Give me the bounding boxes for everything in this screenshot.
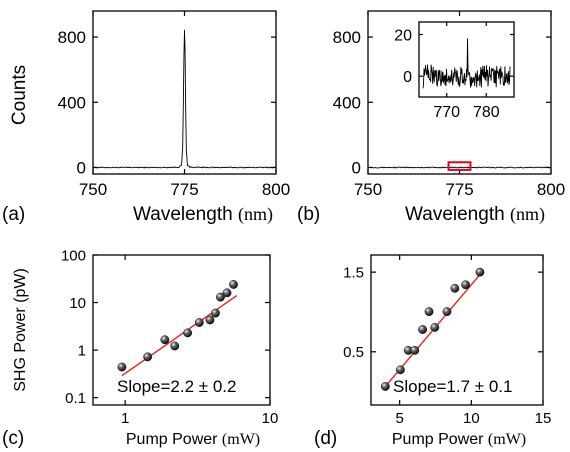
panel-c-data-point	[160, 335, 170, 345]
panel-c-ylabel: SHG Power (pW)	[12, 268, 29, 392]
panel-b-ytick-label: 800	[333, 28, 361, 47]
panel-d-annotation: Slope=1.7 ± 0.1	[393, 377, 512, 396]
panel-d-data-point	[450, 283, 460, 293]
panel-c-data-point	[183, 328, 193, 338]
panel-d-label: (d)	[314, 428, 337, 449]
panel-d-xlabel-unit: (mW)	[488, 431, 526, 448]
panel-c-data-point	[117, 362, 127, 372]
panel-c-annotation: Slope=2.2 ± 0.2	[117, 377, 236, 396]
panel-b-series-line	[367, 166, 552, 169]
panel-d-data-point	[418, 325, 427, 334]
panel-b-ytick-label: 0	[352, 159, 361, 178]
panel-b-inset-frame	[418, 21, 515, 98]
panel-a-xlabel: Wavelength (nm)	[133, 204, 273, 225]
panel-b-inset-plot	[422, 38, 511, 89]
panel-a-ytick-label: 400	[58, 93, 86, 112]
panel-a-xtick-label: 800	[262, 180, 290, 199]
panel-b-inset-ytick-label: 0	[403, 69, 412, 86]
panel-a: 750 775 800 0 400 800 (a) Counts Wavelength (…	[2, 10, 290, 225]
panel-a-label: (a)	[2, 204, 25, 225]
panel-c-xlabel-unit: (mW)	[222, 431, 260, 448]
panel-c-frame	[92, 254, 271, 406]
panel-c-ytick-label: 100	[61, 247, 86, 264]
panel-d-ticks: 5 10 15 0.5 1.5	[343, 255, 551, 427]
panel-d-data-point	[410, 345, 420, 355]
panel-c-data-point	[229, 280, 238, 289]
panel-d-data-point	[442, 307, 452, 317]
panel-c-data-point	[222, 288, 232, 298]
panel-c-xtick-label: 10	[262, 410, 279, 427]
panel-d-plot	[380, 267, 485, 391]
panel-a-series-line	[92, 29, 277, 169]
panel-b-xtick-label: 800	[537, 180, 565, 199]
panel-d-xtick-label: 10	[463, 410, 480, 427]
panel-b-xtick-label: 775	[445, 180, 473, 199]
panel-c-ticks: 1 10 0.1 1 10 100	[61, 247, 278, 427]
panel-b-xlabel-text: Wavelength	[405, 204, 505, 225]
panel-a-ylabel: Counts	[9, 65, 30, 125]
panel-b-inset-xtick-label: 780	[473, 104, 500, 121]
panel-b-ticks: 750 775 800 0 400 800	[333, 11, 565, 199]
panel-b-highlight-box	[447, 161, 472, 171]
panel-a-ytick-label: 800	[58, 28, 86, 47]
panel-c-xlabel: Pump Power (mW)	[126, 431, 260, 448]
panel-b-inset-ytick-label: 20	[394, 27, 412, 44]
panel-b-inset-ticks: 770 780 0 20	[394, 22, 514, 121]
panel-c-data-point	[216, 292, 225, 302]
panel-c-data-point	[211, 308, 220, 318]
panel-c-data-point	[205, 315, 215, 325]
panel-c-ytick-label: 10	[69, 295, 86, 312]
panel-d-ytick-label: 0.5	[343, 344, 364, 361]
panel-b-xtick-label: 750	[354, 180, 382, 199]
panel-c-xtick-label: 1	[121, 410, 129, 427]
panel-c-data-point	[194, 318, 204, 327]
panel-a-xlabel-text: Wavelength	[133, 204, 233, 225]
panel-b-ytick-label: 400	[333, 93, 361, 112]
panel-d-xlabel: Pump Power (mW)	[392, 431, 526, 448]
panel-d-xtick-label: 5	[395, 410, 403, 427]
panel-c-fit-line	[121, 295, 238, 377]
panel-c-label: (c)	[2, 428, 24, 449]
panel-b-inset-series-line	[422, 38, 511, 89]
panel-d-data-point	[395, 365, 405, 375]
panel-d-xtick-label: 15	[535, 410, 552, 427]
panel-d-data-point	[461, 280, 470, 290]
panel-a-ytick-label: 0	[77, 159, 86, 178]
panel-b-xlabel: Wavelength (nm)	[405, 204, 545, 225]
panel-c-ytick-label: 0.1	[65, 390, 86, 407]
panel-b: 750 775 800 0 400 800 770 780 0 20 (b) Wavelengt…	[297, 10, 565, 225]
panel-c-data-point	[170, 341, 180, 351]
panel-a-xtick-label: 775	[170, 180, 198, 199]
panel-d-data-point	[424, 307, 434, 317]
panel-d-data-point	[475, 267, 485, 277]
panel-b-label: (b)	[297, 204, 320, 225]
panel-b-inset-xtick-label: 770	[433, 104, 460, 121]
panel-d-data-point	[380, 382, 390, 391]
panel-d: 5 10 15 0.5 1.5 Slope=1.7 ± 0.1 (d) Pump Pow…	[314, 254, 551, 449]
panel-b-xlabel-unit: (nm)	[510, 204, 545, 225]
panel-d-data-point	[430, 322, 440, 332]
panel-a-xtick-label: 750	[79, 180, 107, 199]
panel-b-plot	[367, 161, 552, 171]
panel-c-data-point	[143, 352, 153, 362]
panel-c-plot	[117, 280, 238, 377]
panel-d-frame	[370, 254, 544, 406]
panel-c-xlabel-text: Pump Power	[126, 431, 218, 448]
panel-a-plot	[92, 29, 277, 169]
panel-c-ytick-label: 1	[78, 342, 86, 359]
panel-d-ytick-label: 1.5	[343, 265, 364, 282]
panel-c: 1 10 0.1 1 10 100 Slope=2.2 ± 0.2 (c) SHG Pow…	[2, 247, 278, 449]
panel-d-xlabel-text: Pump Power	[392, 431, 484, 448]
panel-a-xlabel-unit: (nm)	[238, 204, 273, 225]
